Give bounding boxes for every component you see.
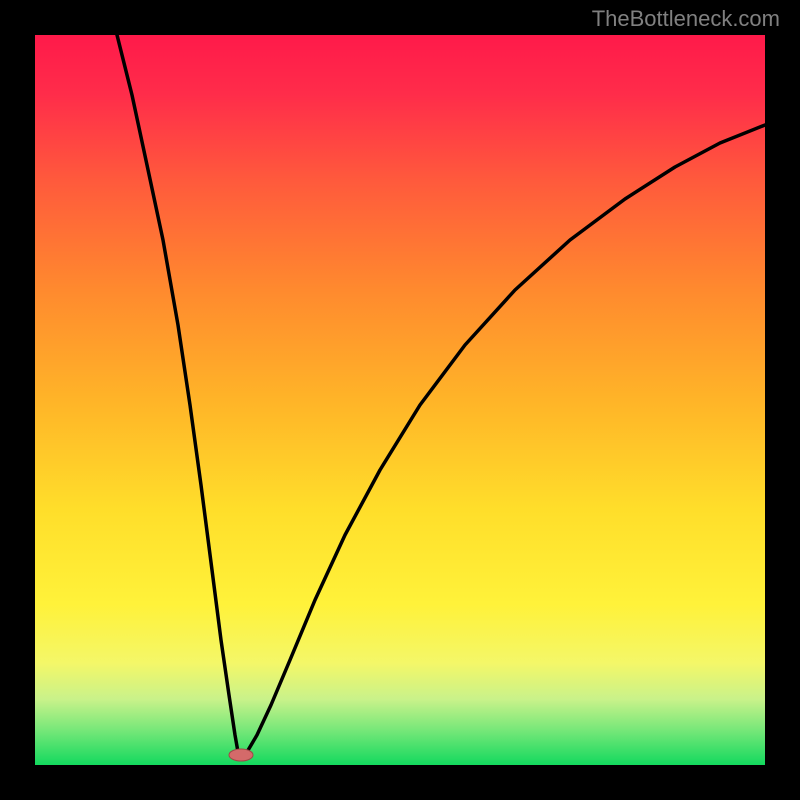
frame-left bbox=[0, 0, 35, 800]
frame-bottom bbox=[0, 765, 800, 800]
gradient-background bbox=[35, 35, 765, 765]
frame-right bbox=[765, 0, 800, 800]
watermark-text: TheBottleneck.com bbox=[592, 6, 780, 32]
